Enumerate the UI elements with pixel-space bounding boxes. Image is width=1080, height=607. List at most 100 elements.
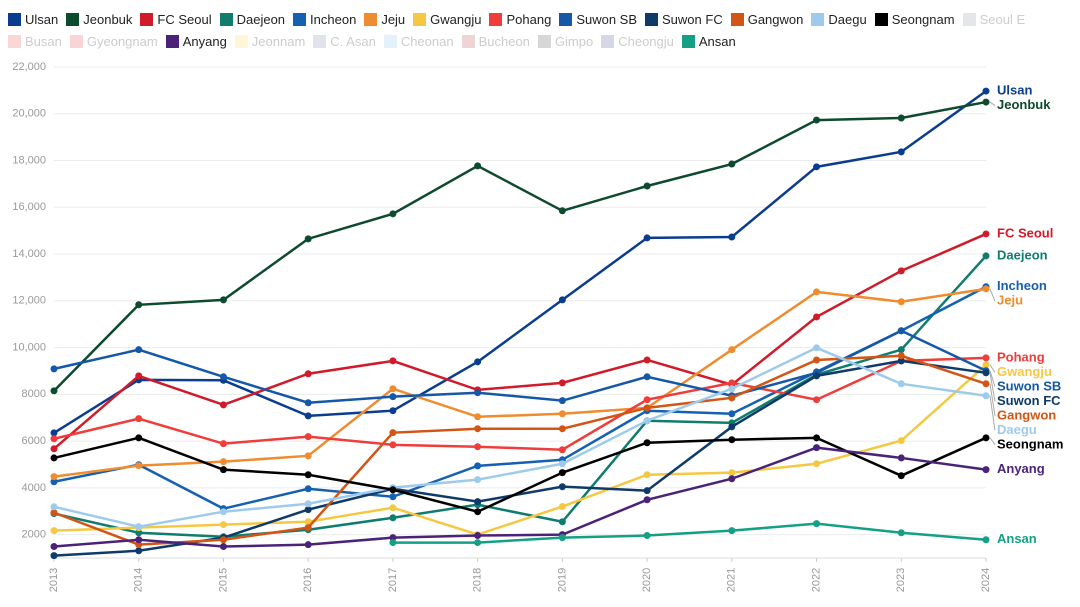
data-point [219, 466, 227, 474]
data-point [219, 373, 227, 381]
x-tick-label: 2018 [472, 568, 484, 592]
legend-swatch [489, 12, 503, 26]
data-point [728, 475, 736, 483]
legend-swatch [165, 34, 179, 48]
data-point [897, 529, 905, 537]
legend-label: Bucheon [478, 33, 530, 49]
data-point [304, 433, 312, 441]
legend-item[interactable]: Gangwon [730, 10, 803, 28]
data-point [728, 410, 736, 418]
y-tick-label: 18,000 [12, 154, 46, 166]
legend-swatch [69, 34, 83, 48]
legend-item[interactable]: C. Asan [313, 32, 376, 50]
data-point [643, 396, 651, 404]
data-point [135, 536, 143, 544]
series-line [53, 354, 987, 546]
x-tick-label: 2021 [726, 568, 738, 592]
data-point [728, 385, 736, 393]
legend-label: Anyang [182, 33, 227, 49]
data-point [897, 327, 905, 335]
legend-label: Suwon SB [576, 11, 638, 27]
series-line [392, 522, 987, 544]
legend-item[interactable]: Jeju [364, 10, 405, 28]
data-point [813, 163, 821, 171]
legend-item[interactable]: Cheongju [601, 32, 674, 50]
legend-swatch [313, 34, 327, 48]
legend-item[interactable]: Gyeongnam [69, 32, 158, 50]
end-label: Incheon [997, 278, 1047, 293]
data-point [304, 500, 312, 508]
data-point [897, 298, 905, 306]
legend-item[interactable]: Gwangju [413, 10, 481, 28]
data-point [897, 346, 905, 354]
legend-item[interactable]: Cheonan [383, 32, 454, 50]
legend-item[interactable]: Seoul E [962, 10, 1025, 28]
legend-item[interactable]: Busan [8, 32, 62, 50]
legend-item[interactable]: Ansan [681, 32, 736, 50]
legend-item[interactable]: Anyang [165, 32, 227, 50]
x-tick-label: 2014 [133, 568, 145, 592]
data-point [643, 487, 651, 495]
data-point [389, 504, 397, 512]
data-point [982, 285, 990, 293]
legend-item[interactable]: Incheon [293, 10, 356, 28]
legend-item[interactable]: Daejeon [219, 10, 285, 28]
legend-item[interactable]: FC Seoul [140, 10, 212, 28]
end-label: Gangwon [997, 407, 1056, 422]
data-point [474, 532, 482, 540]
data-point [389, 210, 397, 218]
data-point [982, 230, 990, 238]
legend-swatch [383, 34, 397, 48]
label-connector [989, 101, 996, 106]
y-tick-label: 20,000 [12, 108, 46, 120]
legend-item[interactable]: Suwon FC [645, 10, 723, 28]
data-point [474, 162, 482, 170]
legend-swatch [645, 12, 659, 26]
legend-item[interactable]: Ulsan [8, 10, 58, 28]
legend-item[interactable]: Pohang [489, 10, 551, 28]
data-point [558, 503, 566, 511]
data-point [813, 396, 821, 404]
series-line [53, 255, 987, 538]
series-line [53, 436, 987, 514]
end-label: Suwon SB [997, 378, 1061, 393]
series-line [53, 90, 987, 434]
data-point [558, 379, 566, 387]
legend-item[interactable]: Seongnam [874, 10, 955, 28]
data-point [813, 444, 821, 452]
data-point [50, 429, 58, 437]
legend-item[interactable]: Jeonbuk [66, 10, 132, 28]
legend-label: Ulsan [25, 11, 59, 27]
data-point [50, 527, 58, 535]
data-point [897, 352, 905, 360]
data-point [897, 114, 905, 122]
data-point [219, 508, 227, 516]
data-point [643, 182, 651, 190]
data-point [50, 454, 58, 462]
data-point [558, 425, 566, 433]
legend-item[interactable]: Gimpo [537, 32, 593, 50]
legend-item[interactable]: Daegu [811, 10, 867, 28]
y-tick-label: 12,000 [12, 295, 46, 307]
data-point [135, 372, 143, 380]
legend-item[interactable]: Suwon SB [559, 10, 637, 28]
legend-item[interactable]: Jeonnam [234, 32, 305, 50]
legend-item[interactable]: Bucheon [461, 32, 530, 50]
data-point [474, 425, 482, 433]
data-point [389, 539, 397, 547]
data-point [389, 514, 397, 522]
data-point [728, 379, 736, 387]
data-point [474, 462, 482, 470]
data-point [558, 483, 566, 491]
data-point [982, 369, 990, 377]
legend-swatch [874, 12, 888, 26]
end-label: Seongnam [997, 436, 1063, 451]
data-point [135, 547, 143, 555]
data-point [304, 370, 312, 378]
data-point [304, 524, 312, 532]
data-point [982, 87, 990, 95]
data-point [728, 436, 736, 444]
data-point [389, 407, 397, 415]
data-point [219, 521, 227, 529]
